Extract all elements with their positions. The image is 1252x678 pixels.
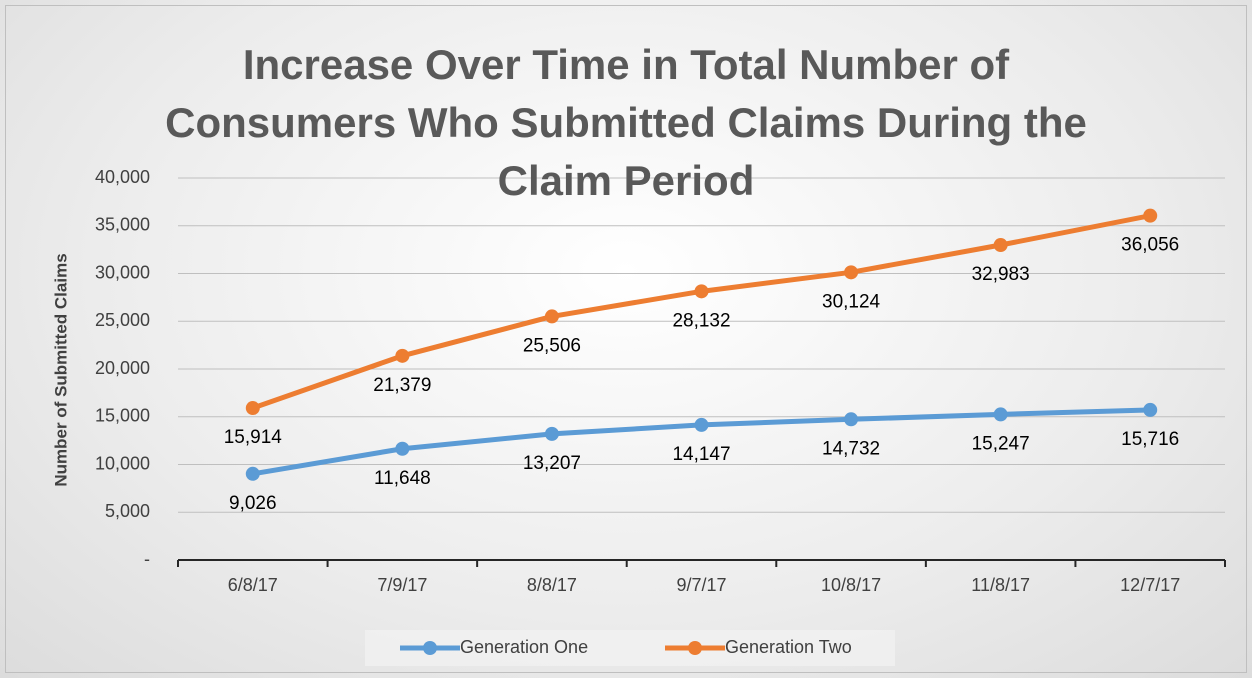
chart-border (5, 5, 1247, 673)
x-tick-label: 6/8/17 (228, 575, 278, 595)
data-label: 32,983 (972, 264, 1030, 285)
data-label: 11,648 (374, 468, 431, 489)
y-axis-label: Number of Submitted Claims (51, 253, 70, 486)
data-label: 15,914 (224, 427, 283, 448)
legend-label: Generation Two (725, 637, 852, 657)
legend-marker (423, 641, 437, 655)
data-label: 28,132 (672, 310, 730, 331)
data-point (844, 412, 859, 427)
data-label: 13,207 (523, 453, 581, 474)
y-tick-label: 35,000 (95, 215, 150, 235)
data-label: 14,147 (672, 444, 730, 465)
data-point (844, 265, 859, 280)
data-label: 9,026 (229, 493, 277, 514)
data-point (694, 417, 709, 432)
data-label: 36,056 (1121, 235, 1179, 256)
data-label: 21,379 (373, 375, 431, 396)
data-point (395, 348, 410, 363)
data-point (395, 441, 410, 456)
data-point (1143, 208, 1158, 223)
data-point (993, 407, 1008, 422)
x-tick-label: 10/8/17 (821, 575, 881, 595)
x-tick-label: 12/7/17 (1120, 575, 1180, 595)
y-tick-label: - (144, 549, 150, 569)
data-point (993, 238, 1008, 253)
data-point (544, 309, 559, 324)
chart-title: Increase Over Time in Total Number of Co… (165, 41, 1087, 204)
y-tick-label: 15,000 (95, 406, 150, 426)
data-label: 30,124 (822, 291, 881, 312)
data-point (1143, 402, 1158, 417)
x-tick-label: 11/8/17 (971, 575, 1030, 595)
x-tick-label: 8/8/17 (527, 575, 577, 595)
legend-label: Generation One (460, 637, 588, 657)
data-point (544, 426, 559, 441)
data-point (245, 466, 260, 481)
data-point (245, 401, 260, 416)
data-label: 15,716 (1121, 429, 1179, 450)
y-tick-label: 20,000 (95, 358, 150, 378)
data-label: 15,247 (972, 433, 1030, 454)
legend-marker (688, 641, 702, 655)
data-point (694, 284, 709, 299)
y-tick-label: 25,000 (95, 310, 150, 330)
y-tick-label: 5,000 (105, 501, 150, 521)
y-tick-label: 40,000 (95, 167, 150, 187)
data-label: 25,506 (523, 335, 581, 356)
data-label: 14,732 (822, 438, 880, 459)
y-tick-label: 30,000 (95, 262, 150, 282)
x-tick-label: 9/7/17 (676, 575, 726, 595)
x-tick-label: 7/9/17 (377, 575, 427, 595)
y-tick-label: 10,000 (95, 453, 150, 473)
